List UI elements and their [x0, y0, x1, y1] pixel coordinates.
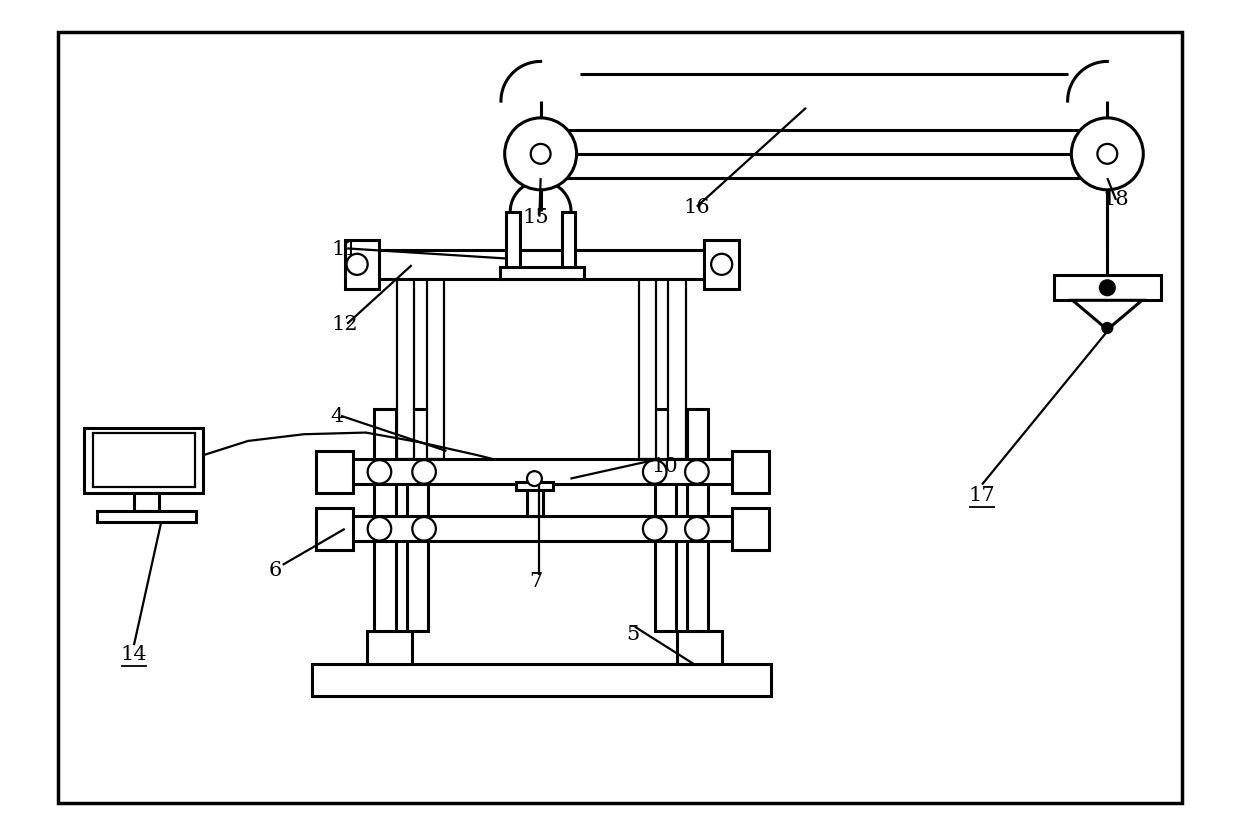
Bar	[93, 434, 195, 487]
Circle shape	[644, 461, 667, 484]
Circle shape	[346, 254, 368, 276]
Circle shape	[368, 517, 392, 541]
Bar	[427, 280, 444, 460]
Bar	[97, 512, 196, 522]
Bar	[367, 631, 412, 665]
Bar	[316, 508, 353, 550]
Text: 10: 10	[651, 456, 678, 475]
Circle shape	[527, 472, 542, 487]
Circle shape	[1102, 324, 1112, 334]
Text: 14: 14	[120, 645, 148, 663]
Bar	[655, 410, 676, 631]
Polygon shape	[1073, 301, 1142, 330]
Circle shape	[1097, 145, 1117, 165]
Bar	[336, 517, 748, 542]
Circle shape	[712, 254, 732, 276]
Bar	[527, 485, 543, 517]
Circle shape	[505, 119, 577, 191]
Text: 12: 12	[331, 315, 358, 334]
Bar	[370, 251, 714, 280]
Bar	[562, 212, 575, 271]
Bar	[134, 493, 159, 512]
Circle shape	[413, 517, 436, 541]
Bar	[336, 460, 748, 485]
Circle shape	[368, 461, 392, 484]
Circle shape	[413, 461, 436, 484]
Bar	[316, 451, 353, 493]
Bar	[374, 410, 396, 631]
Bar	[345, 241, 379, 289]
Circle shape	[531, 145, 551, 165]
Bar	[312, 665, 771, 696]
Bar	[639, 280, 656, 460]
Text: 4: 4	[331, 407, 343, 426]
Bar	[407, 410, 428, 631]
Bar	[668, 280, 686, 460]
Text: 18: 18	[1102, 190, 1130, 208]
Bar	[397, 280, 414, 460]
Bar	[500, 268, 584, 280]
Bar	[506, 212, 520, 271]
Text: 5: 5	[626, 624, 639, 643]
Bar	[84, 428, 203, 493]
Bar	[732, 508, 769, 550]
Bar	[732, 451, 769, 493]
Text: 7: 7	[529, 572, 542, 590]
Text: 17: 17	[968, 486, 996, 504]
Circle shape	[686, 461, 709, 484]
Circle shape	[644, 517, 667, 541]
Circle shape	[686, 517, 709, 541]
Text: 15: 15	[522, 208, 549, 227]
Text: 11: 11	[331, 240, 358, 258]
Bar	[687, 410, 708, 631]
Bar	[677, 631, 722, 665]
Bar	[1054, 276, 1161, 301]
Bar	[516, 482, 553, 491]
Text: 16: 16	[683, 198, 711, 217]
Circle shape	[1100, 281, 1115, 296]
Text: 6: 6	[269, 561, 281, 579]
Bar	[704, 241, 739, 289]
Circle shape	[1071, 119, 1143, 191]
